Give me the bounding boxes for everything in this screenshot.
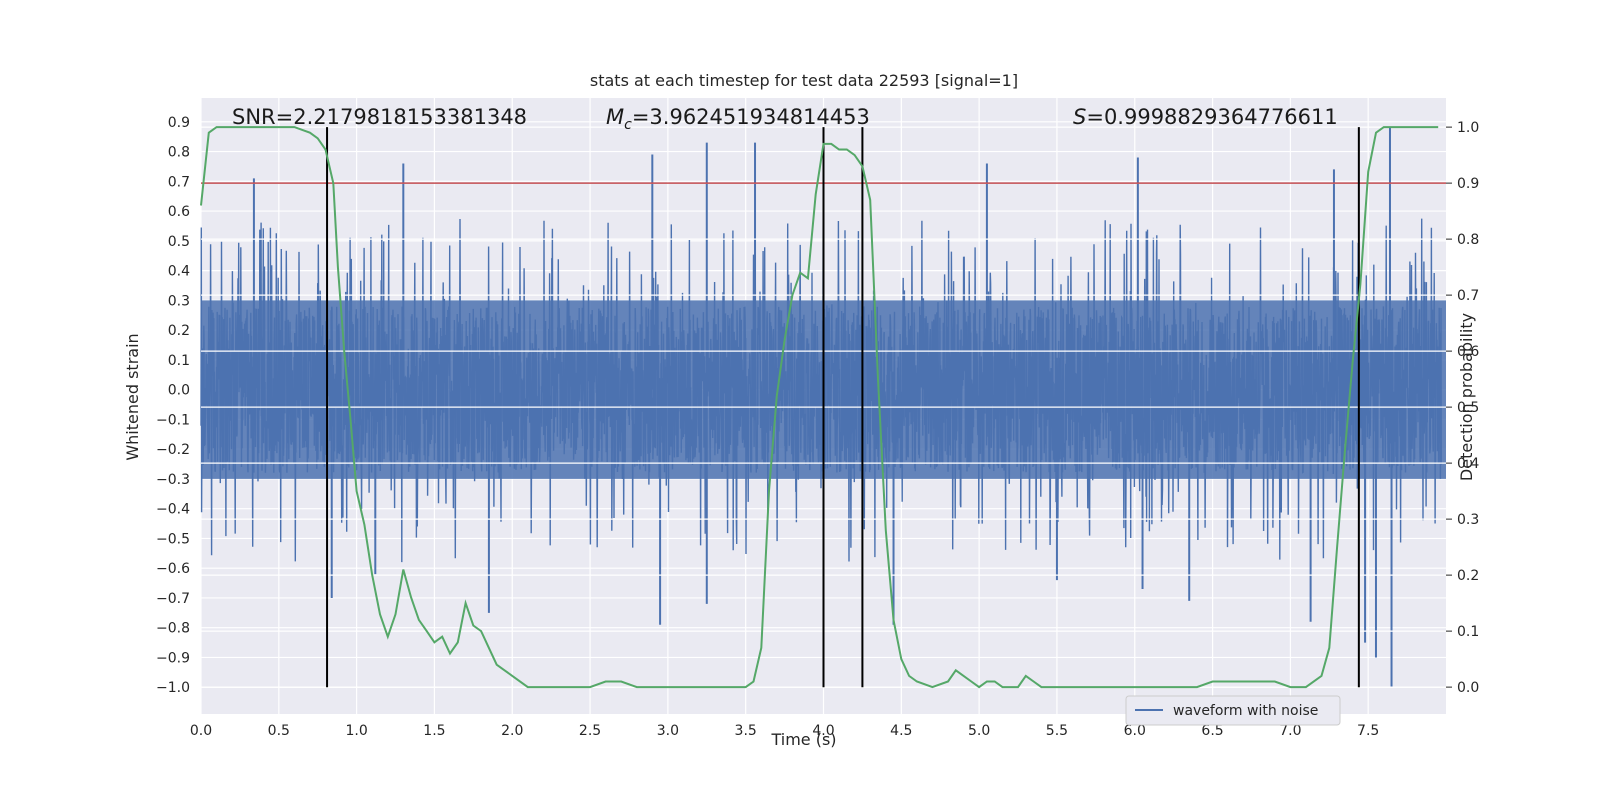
y-tick-label: 0.6 [168, 204, 190, 220]
x-tick-label: 4.5 [890, 723, 912, 739]
legend-entry: waveform with noise [1173, 703, 1318, 719]
legend-box [1125, 695, 1341, 726]
y-tick-label: 0.5 [168, 234, 190, 250]
x-tick-label: 7.0 [1279, 723, 1301, 739]
x-tick-label: 3.0 [657, 723, 679, 739]
x-tick-label: 5.0 [968, 723, 990, 739]
vline-layer [326, 127, 1360, 688]
y-tick-label: 0.9 [168, 115, 190, 131]
y2-tick-label: 0.0 [1457, 680, 1479, 696]
y-tick-label: −0.3 [156, 472, 190, 488]
y-tick-label: −0.6 [156, 561, 190, 577]
y-tick-label: 0.0 [168, 383, 190, 399]
x-axis-label: Time (s) [770, 730, 836, 749]
x-tick-label: 4.0 [812, 723, 834, 739]
mc-value: =3.962451934814453 [632, 105, 870, 129]
chart-title: stats at each timestep for test data 225… [590, 71, 1018, 90]
x-tick-label: 6.0 [1124, 723, 1146, 739]
x-tick-label: 5.5 [1046, 723, 1068, 739]
y2-tick-label: 0.9 [1457, 176, 1479, 192]
y2-tick-label: 0.7 [1457, 288, 1479, 304]
snr-annotation: SNR=2.2179818153381348 [232, 105, 527, 129]
s-value: =0.9998829364776611 [1086, 105, 1337, 129]
x-tick-label: 2.5 [579, 723, 601, 739]
mc-subscript: c [624, 117, 632, 133]
x-ticks: 0.0 0.5 1.0 1.5 2.0 2.5 3.0 3.5 4.0 4.5 5.0 5.5 6.0 6… [190, 723, 1379, 739]
y2-tick-label: 0.1 [1457, 624, 1479, 640]
x-tick-label: 1.0 [345, 723, 367, 739]
plot-area [200, 98, 1446, 714]
y-ticks: −1.0 −0.9 −0.8 −0.7 −0.6 −0.5 −0.4 −0.3 −0.2 −0.1… [156, 115, 190, 696]
y2-tick-label: 0.6 [1457, 344, 1479, 360]
x-tick-label: 7.5 [1357, 723, 1379, 739]
y-tick-label: 0.7 [168, 174, 190, 190]
x-tick-label: 0.5 [268, 723, 290, 739]
legend: waveform with noise [1125, 695, 1341, 726]
y2-tick-label: 0.8 [1457, 232, 1479, 248]
x-tick-label: 6.5 [1201, 723, 1223, 739]
y2-ticks: 0.0 0.1 0.2 0.3 0.4 0.5 0.6 0.7 0.8 0.9 1.0 [1446, 120, 1479, 696]
y2-tick-label: 0.4 [1457, 456, 1479, 472]
y2-tick-label: 0.5 [1457, 400, 1479, 416]
y2-tick-label: 0.2 [1457, 568, 1479, 584]
y-tick-label: −0.1 [156, 412, 190, 428]
y-tick-label: −0.9 [156, 650, 190, 666]
y-axis-label: Whitened strain [123, 333, 142, 460]
y-tick-label: −0.7 [156, 591, 190, 607]
probability-layer [200, 126, 1439, 689]
y-tick-label: 0.8 [168, 145, 190, 161]
s-annotation: S=0.9998829364776611 [1073, 105, 1338, 129]
s-symbol: S [1073, 105, 1086, 129]
y-tick-label: −0.4 [156, 502, 190, 518]
x-tick-label: 1.5 [423, 723, 445, 739]
probability-series [200, 126, 1439, 689]
x-tick-label: 3.5 [735, 723, 757, 739]
x-tick-label: 0.0 [190, 723, 212, 739]
y-tick-label: 0.2 [168, 323, 190, 339]
chirp-mass-annotation: Mc=3.962451934814453 [606, 105, 870, 133]
y-tick-label: −1.0 [156, 680, 190, 696]
y2-tick-label: 1.0 [1457, 120, 1479, 136]
x-tick-label: 2.0 [501, 723, 523, 739]
y-tick-label: −0.2 [156, 442, 190, 458]
y-tick-label: 0.3 [168, 293, 190, 309]
y-tick-label: −0.8 [156, 621, 190, 637]
mc-symbol: M [606, 105, 624, 129]
y2-axis-label: Detection probability [1457, 313, 1476, 481]
y-tick-label: 0.1 [168, 353, 190, 369]
y-tick-label: −0.5 [156, 531, 190, 547]
y2-tick-label: 0.3 [1457, 512, 1479, 528]
y-tick-label: 0.4 [168, 264, 190, 280]
